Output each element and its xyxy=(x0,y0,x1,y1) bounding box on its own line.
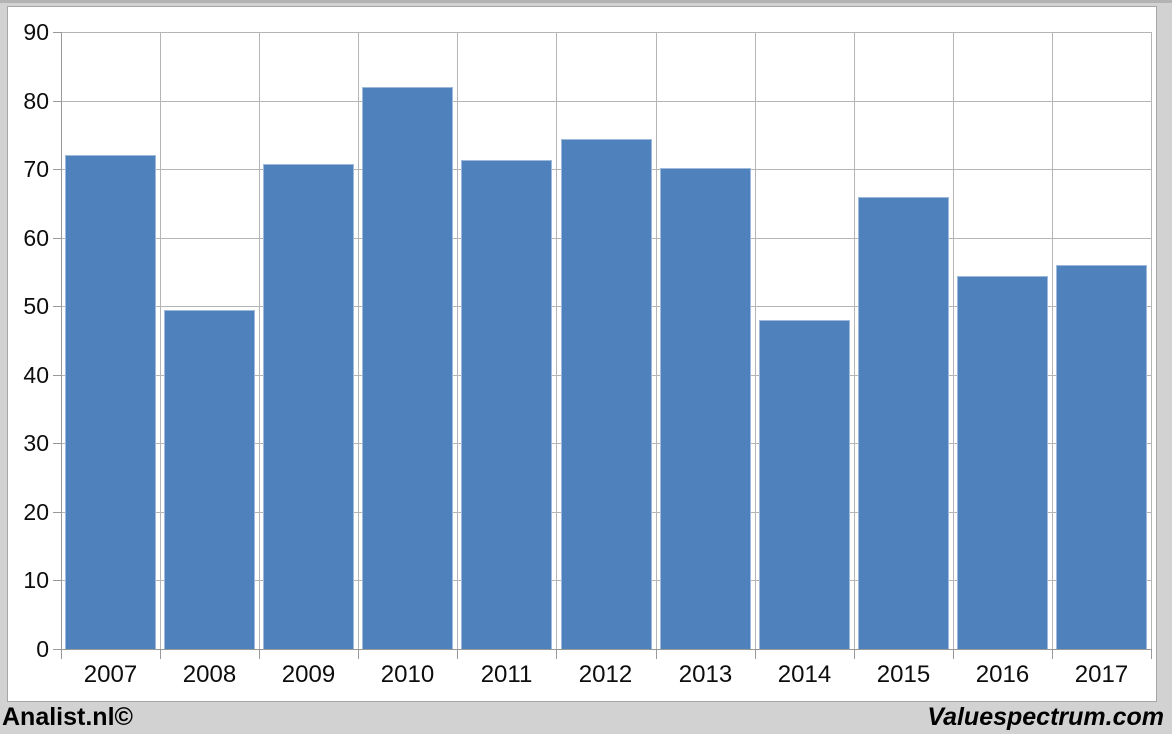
x-tick-label-2007: 2007 xyxy=(83,661,138,688)
bar-2017 xyxy=(1056,265,1147,649)
x-tick-4 xyxy=(457,650,458,659)
gridline-h-90 xyxy=(61,32,1151,33)
y-tick-label-70: 70 xyxy=(23,156,49,183)
y-axis-line xyxy=(61,32,62,650)
gridline-v-10 xyxy=(1052,32,1053,649)
x-tick-6 xyxy=(656,650,657,659)
y-tick-label-20: 20 xyxy=(23,498,49,525)
bar-2013 xyxy=(660,168,751,649)
gridline-v-2 xyxy=(259,32,260,649)
bar-2011 xyxy=(461,160,552,649)
x-tick-label-2013: 2013 xyxy=(678,661,733,688)
brand-analist: Analist.nl© xyxy=(2,703,133,731)
gridline-v-4 xyxy=(457,32,458,649)
y-tick-label-90: 90 xyxy=(23,19,49,45)
x-tick-10 xyxy=(1052,650,1053,659)
x-tick-3 xyxy=(358,650,359,659)
x-tick-label-2012: 2012 xyxy=(578,661,633,688)
y-tick-label-30: 30 xyxy=(23,430,49,457)
x-tick-0 xyxy=(61,650,62,659)
gridline-h-80 xyxy=(61,100,1151,102)
gridline-v-9 xyxy=(953,32,954,649)
x-tick-label-2014: 2014 xyxy=(777,661,832,688)
gridline-v-8 xyxy=(854,32,855,649)
x-tick-label-2016: 2016 xyxy=(975,661,1030,688)
x-tick-label-2017: 2017 xyxy=(1074,661,1129,688)
x-axis-line xyxy=(61,649,1152,650)
gridline-v-11 xyxy=(1151,32,1152,649)
bar-2008 xyxy=(164,310,255,649)
y-tick-80 xyxy=(53,100,61,102)
y-tick-label-0: 0 xyxy=(36,636,49,662)
x-tick-2 xyxy=(259,650,260,659)
x-tick-11 xyxy=(1151,650,1152,659)
y-tick-60 xyxy=(53,237,61,239)
gridline-v-3 xyxy=(358,32,359,649)
bar-2014 xyxy=(759,320,850,649)
x-tick-label-2011: 2011 xyxy=(480,661,533,688)
y-tick-label-40: 40 xyxy=(23,361,49,388)
footer-bar: Analist.nl© Valuespectrum.com xyxy=(0,703,1172,734)
gridline-v-6 xyxy=(656,32,657,649)
bar-2007 xyxy=(65,155,156,649)
x-tick-label-2015: 2015 xyxy=(876,661,931,688)
y-tick-10 xyxy=(53,580,61,582)
y-tick-label-80: 80 xyxy=(23,87,49,114)
y-tick-label-50: 50 xyxy=(23,293,49,320)
y-tick-30 xyxy=(53,443,61,445)
y-tick-20 xyxy=(53,511,61,513)
gridline-v-5 xyxy=(556,32,557,649)
bar-2015 xyxy=(858,197,949,649)
y-tick-70 xyxy=(53,169,61,171)
bar-2016 xyxy=(957,276,1048,649)
y-tick-90 xyxy=(53,32,61,33)
gridline-v-7 xyxy=(755,32,756,649)
y-tick-0 xyxy=(53,649,61,650)
chart-panel: 0 10 20 30 40 50 60 70 80 90 2007 2008 2009 2010 2011 2… xyxy=(7,6,1157,702)
x-tick-label-2008: 2008 xyxy=(182,661,237,688)
plot-area xyxy=(61,32,1152,649)
x-tick-1 xyxy=(160,650,161,659)
y-tick-label-60: 60 xyxy=(23,224,49,251)
x-tick-7 xyxy=(755,650,756,659)
y-tick-50 xyxy=(53,306,61,308)
y-tick-label-10: 10 xyxy=(23,567,49,594)
x-tick-9 xyxy=(953,650,954,659)
brand-valuespectrum: Valuespectrum.com xyxy=(927,703,1164,731)
bar-2009 xyxy=(263,164,354,649)
x-tick-label-2010: 2010 xyxy=(380,661,435,688)
gridline-v-1 xyxy=(160,32,161,649)
y-tick-40 xyxy=(53,374,61,376)
x-tick-8 xyxy=(854,650,855,659)
x-tick-label-2009: 2009 xyxy=(281,661,336,688)
x-tick-5 xyxy=(556,650,557,659)
bar-2010 xyxy=(362,87,453,649)
bar-2012 xyxy=(561,139,652,649)
